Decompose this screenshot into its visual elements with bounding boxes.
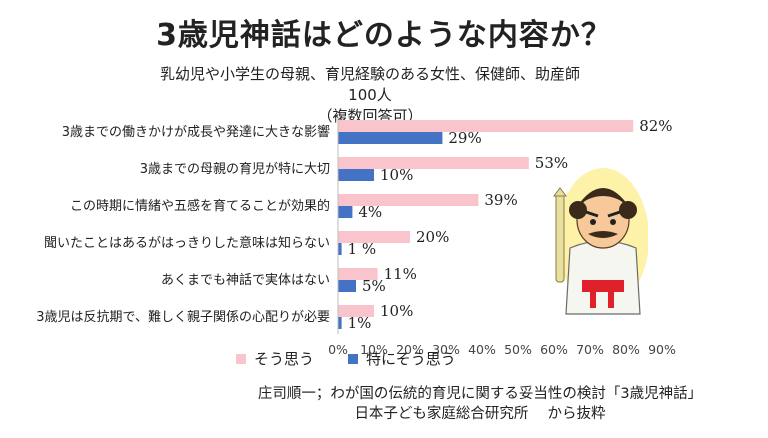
- category-label: 聞いたことはあるがはっきりした意味は知らない: [44, 235, 330, 251]
- x-tick-label: 0%: [328, 342, 348, 357]
- page-title: 3歳児神話はどのような内容か？: [156, 18, 612, 53]
- data-label: 39%: [484, 191, 517, 209]
- category-label: この時期に情緒や五感を育てることが効果的: [70, 198, 330, 214]
- x-tick-label: 50%: [504, 342, 532, 357]
- bar-strongly-agree: [338, 132, 443, 144]
- subtitle-line-1: 乳幼児や小学生の母親、育児経験のある女性、保健師、助産師100人: [159, 65, 580, 104]
- x-tick-label: 90%: [648, 342, 676, 357]
- data-label: 1%: [348, 314, 372, 332]
- data-label: 5%: [362, 277, 386, 295]
- legend-item-agree: そう思う: [236, 348, 314, 369]
- data-label: 82%: [639, 117, 672, 135]
- bar-strongly-agree: [338, 280, 356, 292]
- legend-label-agree: そう思う: [254, 350, 315, 368]
- x-tick-label: 30%: [432, 342, 460, 357]
- bar-strongly-agree: [338, 169, 374, 181]
- bar-agree: [338, 268, 378, 280]
- bar-agree: [338, 120, 634, 132]
- data-label: 20%: [416, 228, 449, 246]
- bar-agree: [338, 231, 410, 243]
- category-label: 3歳児は反抗期で、難しく親子関係の心配りが必要: [36, 310, 330, 325]
- data-label: 29%: [448, 129, 481, 147]
- bar-agree: [338, 305, 374, 317]
- bar-agree: [338, 194, 479, 206]
- source-line-2: 日本子ども家庭総合研究所 から抜粋: [354, 406, 606, 422]
- legend-label-strongly-agree: 特にそう思う: [366, 350, 456, 368]
- x-tick-label: 80%: [612, 342, 640, 357]
- data-label: 11%: [384, 265, 417, 283]
- bar-strongly-agree: [338, 206, 353, 218]
- bar-agree: [338, 157, 529, 169]
- x-tick-label: 20%: [396, 342, 424, 357]
- data-label: 4%: [358, 203, 382, 221]
- category-label: 3歳までの働きかけが成長や発達に大きな影響: [62, 124, 330, 140]
- chart-legend: そう思う 特にそう思う: [236, 348, 490, 369]
- legend-swatch-agree: [236, 353, 246, 364]
- source-line-1: 庄司順一；わが国の伝統的育児に関する妥当性の検討「3歳児神話」: [257, 386, 703, 402]
- x-tick-label: 60%: [540, 342, 568, 357]
- samurai-mascot-icon: [553, 168, 648, 315]
- data-label: 10%: [380, 166, 413, 184]
- legend-item-strongly-agree: 特にそう思う: [348, 348, 456, 369]
- legend-swatch-strongly-agree: [348, 353, 359, 364]
- x-tick-label: 10%: [360, 342, 388, 357]
- data-label: 53%: [535, 154, 568, 172]
- category-label: 3歳までの母親の育児が特に大切: [140, 161, 330, 177]
- source-citation: 庄司順一；わが国の伝統的育児に関する妥当性の検討「3歳児神話」 日本子ども家庭総…: [150, 384, 768, 424]
- x-tick-label: 40%: [468, 342, 496, 357]
- chart-subtitle: 乳幼児や小学生の母親、育児経験のある女性、保健師、助産師100人 （複数回答可）: [150, 64, 590, 127]
- x-tick-label: 70%: [576, 342, 604, 357]
- bar-strongly-agree: [338, 243, 342, 255]
- bar-strongly-agree: [338, 317, 342, 329]
- data-label: 1 %: [348, 240, 377, 258]
- data-label: 10%: [380, 302, 413, 320]
- category-label: あくまでも神話で実体はない: [161, 272, 330, 288]
